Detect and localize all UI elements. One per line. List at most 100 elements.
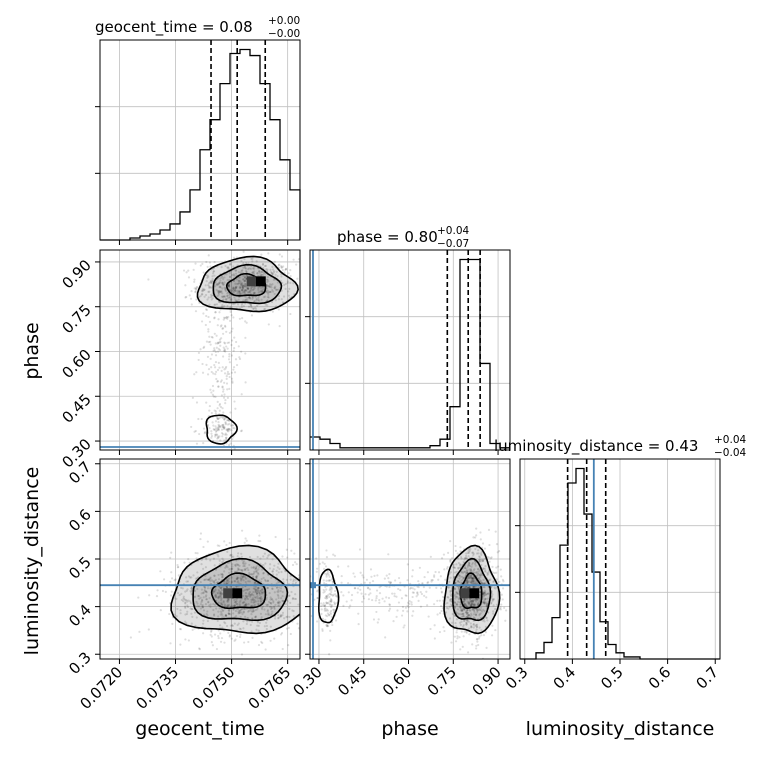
sample-point: [460, 555, 463, 559]
sample-point: [253, 587, 256, 590]
sample-point: [204, 603, 208, 606]
sample-point: [363, 581, 366, 584]
sample-point: [215, 334, 218, 337]
sample-point: [281, 611, 285, 614]
sample-point: [204, 293, 208, 297]
sample-point: [277, 298, 280, 301]
sample-point: [484, 565, 487, 568]
sample-point: [470, 569, 473, 573]
sample-point: [466, 611, 469, 614]
sample-point: [297, 258, 300, 261]
sample-point: [205, 591, 208, 594]
sample-point: [440, 609, 443, 613]
sample-point: [335, 566, 337, 568]
sample-point: [292, 282, 295, 285]
sample-point: [464, 557, 467, 560]
sample-point: [437, 571, 441, 574]
sample-point: [256, 589, 259, 592]
sample-point: [291, 597, 294, 601]
sample-point: [217, 282, 220, 286]
sample-point: [228, 375, 231, 379]
sample-point: [230, 377, 234, 380]
sample-point: [238, 604, 241, 607]
sample-point: [460, 620, 463, 623]
sample-point: [329, 600, 333, 603]
sample-point: [256, 304, 259, 307]
sample-point: [197, 594, 200, 597]
sample-point: [281, 281, 284, 284]
sample-point: [287, 290, 290, 293]
sample-point: [227, 284, 230, 287]
xlabel-phase: phase: [381, 718, 438, 740]
sample-point: [477, 607, 480, 610]
sample-point: [289, 632, 292, 636]
sample-point: [260, 270, 264, 274]
sample-point: [491, 624, 494, 627]
sample-point: [241, 286, 245, 290]
sample-point: [488, 543, 491, 547]
sample-point: [231, 424, 234, 427]
sample-point: [249, 623, 252, 627]
sample-point: [190, 576, 193, 579]
sample-point: [229, 424, 233, 427]
sample-point: [250, 573, 253, 576]
sample-point: [329, 629, 332, 632]
sample-point: [240, 284, 243, 287]
sample-point: [260, 640, 263, 643]
sample-point: [222, 616, 225, 619]
sample-point: [185, 580, 188, 583]
sample-point: [467, 627, 471, 630]
sample-point: [269, 625, 272, 628]
sample-point: [467, 620, 470, 623]
sample-point: [303, 274, 305, 276]
sample-point: [225, 624, 229, 628]
sample-point: [470, 626, 473, 629]
sample-point: [254, 608, 257, 612]
sample-point: [220, 586, 223, 590]
sample-point: [456, 592, 459, 595]
sample-point: [242, 250, 245, 253]
sample-point: [222, 283, 225, 286]
sample-point: [219, 439, 222, 442]
sample-point: [492, 598, 496, 601]
sample-point: [235, 600, 238, 603]
sample-point: [184, 284, 187, 287]
sample-point: [173, 579, 176, 582]
sample-point: [212, 613, 216, 616]
sample-point: [437, 578, 440, 581]
sample-point: [250, 613, 253, 616]
sample-point: [413, 588, 416, 591]
sample-point: [333, 608, 336, 611]
sample-point: [325, 602, 328, 605]
sample-point: [465, 581, 469, 584]
sample-point: [241, 601, 244, 605]
sample-point: [224, 613, 227, 617]
sample-point: [271, 290, 275, 293]
sample-point: [321, 604, 325, 607]
sample-point: [320, 566, 322, 568]
sample-point: [224, 422, 227, 425]
sample-point: [468, 585, 471, 589]
sample-point: [326, 572, 330, 575]
sample-point: [194, 288, 198, 291]
sample-point: [208, 404, 211, 408]
sample-point: [443, 629, 446, 633]
sample-point: [447, 586, 450, 589]
sample-point: [466, 579, 469, 582]
sample-point: [244, 567, 247, 570]
sample-point: [195, 298, 198, 301]
sample-point: [205, 590, 208, 593]
sample-point: [214, 594, 217, 597]
sample-point: [250, 610, 253, 613]
sample-point: [208, 578, 211, 581]
sample-point: [240, 289, 244, 292]
sample-point: [321, 628, 324, 631]
sample-point: [184, 601, 187, 604]
ylabel-phase: phase: [21, 322, 43, 379]
sample-point: [238, 276, 241, 279]
sample-point: [234, 298, 237, 301]
sample-point: [305, 595, 307, 597]
sample-point: [218, 341, 221, 344]
sample-point: [468, 597, 472, 600]
sample-point: [271, 610, 274, 613]
